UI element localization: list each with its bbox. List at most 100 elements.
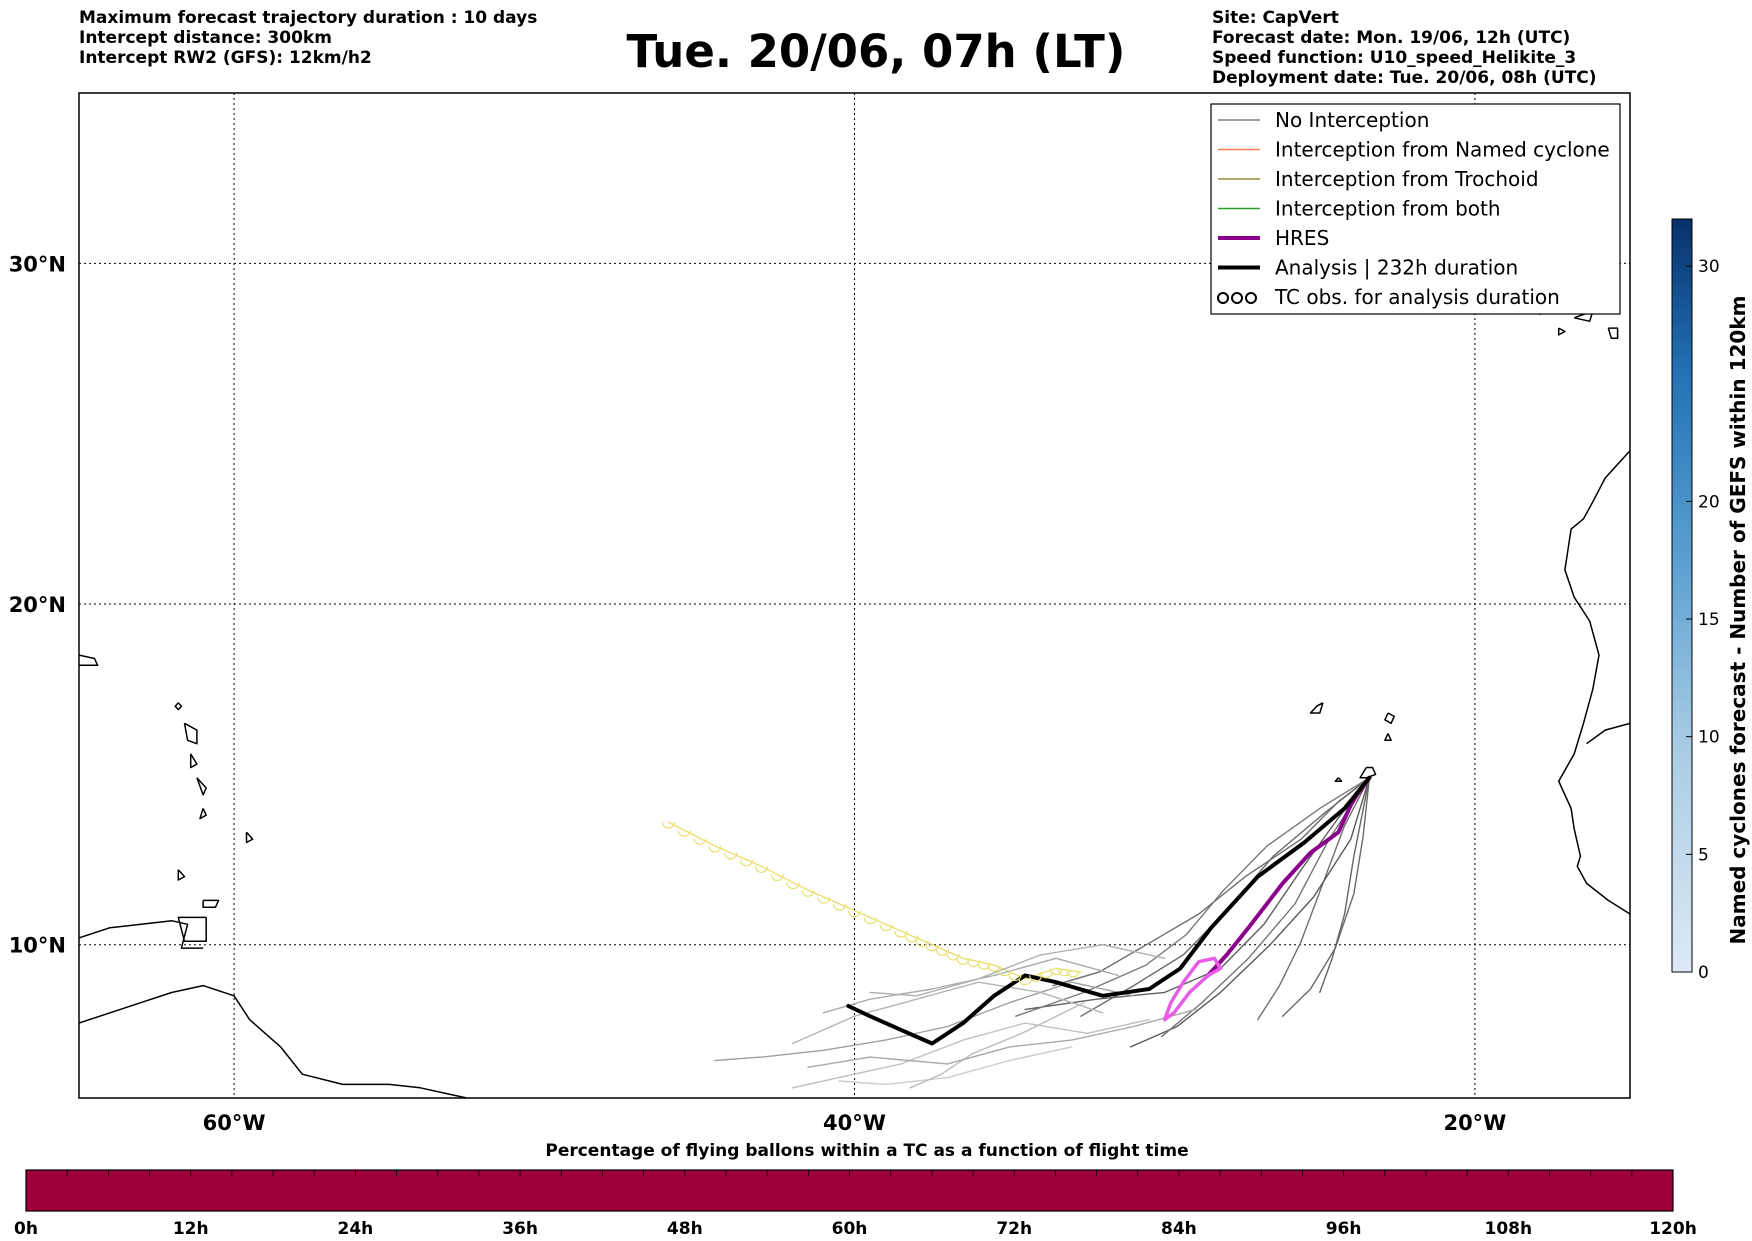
header-left-line: Intercept RW2 (GFS): 12km/h2 (79, 48, 372, 68)
lat-tick-label: 20°N (9, 593, 66, 617)
coastline (79, 920, 204, 949)
trochoid-loop (847, 910, 862, 918)
ensemble-trajectory (1319, 777, 1371, 994)
cyclone-colorbar-tick-label: 15 (1698, 610, 1720, 630)
cyclone-colorbar-label: Named cyclones forecast - Number of GEFS… (1726, 296, 1750, 945)
header-right-line: Site: CapVert (1212, 8, 1339, 28)
trochoid-loop (754, 866, 769, 873)
trochoid-loop (770, 874, 784, 882)
ensemble-trajectory (807, 1008, 1197, 1068)
trochoid-loop (786, 882, 800, 890)
map-title: Tue. 20/06, 07h (LT) (626, 25, 1126, 78)
ensemble-trajectory (791, 1018, 1150, 1089)
trochoid-loop (833, 904, 847, 911)
flight-time-tick-label: 72h (996, 1219, 1032, 1239)
trochoid-loop (956, 958, 970, 965)
trochoid-loop (693, 838, 707, 845)
trochoid-loop (977, 962, 991, 970)
header-info-left: Maximum forecast trajectory duration : 1… (79, 8, 537, 68)
flight-time-tick-label: 60h (832, 1219, 868, 1239)
legend-label: Interception from both (1275, 197, 1501, 221)
ensemble-trajectory (1257, 777, 1371, 1021)
legend-box (1210, 103, 1621, 315)
legend-label: Analysis | 232h duration (1275, 256, 1518, 280)
trochoid-loop (739, 859, 754, 867)
legend-label: No Interception (1275, 108, 1429, 132)
cyclone-colorbar: Named cyclones forecast - Number of GEFS… (1671, 218, 1750, 983)
flight-time-bar-label: Percentage of flying ballons within a TC… (545, 1141, 1188, 1161)
flight-time-tick-label: 0h (14, 1219, 38, 1239)
axis-tick-labels: 60°W 40°W 20°W 30°N 20°N 10°N (9, 252, 1507, 1135)
ensemble-trajectory (869, 944, 1166, 997)
flight-time-tick-label: 96h (1326, 1219, 1362, 1239)
trochoid-loop (801, 890, 815, 897)
header-left-line: Maximum forecast trajectory duration : 1… (79, 8, 538, 28)
flight-time-tick-label: 108h (1485, 1219, 1533, 1239)
ensemble-trajectory (791, 981, 1104, 1045)
map-legend: No Interception Interception from Named c… (1210, 103, 1621, 315)
legend-label: Interception from Trochoid (1275, 167, 1539, 191)
trochoid-loop (677, 830, 691, 837)
lon-tick-label: 60°W (203, 1111, 266, 1135)
trochoid-loop (904, 935, 919, 943)
hres-loop-trajectory (1162, 956, 1223, 1022)
trochoid-loop (817, 897, 831, 904)
lon-tick-label: 40°W (823, 1111, 886, 1135)
legend-symbol-loops (1231, 292, 1243, 304)
coastline (1557, 327, 1566, 336)
coastline (1586, 722, 1630, 745)
flight-time-tick-label: 48h (667, 1219, 703, 1239)
coastline (196, 777, 207, 796)
coastline (1309, 702, 1324, 714)
legend-symbol-loops (1217, 292, 1229, 304)
header-left-line: Intercept distance: 300km (79, 28, 332, 48)
header-right-line: Forecast date: Mon. 19/06, 12h (UTC) (1212, 28, 1571, 48)
trochoid-loop (863, 917, 877, 925)
coastline (245, 831, 254, 844)
header-info-right: Site: CapVert Forecast date: Mon. 19/06,… (1212, 8, 1597, 88)
ensemble-trajectory (822, 957, 1119, 1014)
trochoid-loop (967, 960, 981, 968)
analysis-trajectory (846, 775, 1372, 1046)
legend-symbol-loops (1245, 292, 1257, 304)
cyclone-colorbar-tick-label: 20 (1698, 492, 1720, 512)
cyclone-colorbar-tick-label: 30 (1698, 257, 1720, 277)
graticule (79, 93, 1630, 1098)
coastline (177, 916, 207, 943)
trochoid-loop (708, 845, 722, 853)
coastline (1359, 766, 1377, 779)
flight-time-bar: Percentage of flying ballons within a TC… (14, 1141, 1697, 1239)
coastline (79, 984, 467, 1098)
trajectories (661, 775, 1372, 1089)
flight-time-tick-label: 12h (173, 1219, 209, 1239)
coastline (174, 702, 183, 711)
coastline (177, 869, 186, 881)
trochoid-loop (894, 930, 908, 938)
coastline (183, 722, 198, 745)
cyclone-colorbar-tick-label: 0 (1698, 963, 1709, 983)
ensemble-trajectory (1160, 777, 1371, 1038)
trochoid-loop (915, 940, 929, 947)
lon-tick-label: 20°W (1443, 1111, 1506, 1135)
legend-label: TC obs. for analysis duration (1274, 285, 1560, 309)
cyclone-colorbar-tick-label: 5 (1698, 845, 1709, 865)
trochoid-loop (1039, 971, 1053, 979)
lat-tick-label: 10°N (9, 934, 66, 958)
legend-label: Interception from Named cyclone (1275, 138, 1610, 162)
trochoid-loop (935, 949, 950, 956)
ensemble-trajectory (1281, 777, 1371, 1017)
coastline (1384, 712, 1395, 725)
coastline (1607, 327, 1619, 340)
trochoid-loop (925, 944, 939, 952)
ensemble-trajectory (1052, 777, 1371, 987)
trochoid-loop (1066, 970, 1080, 978)
header-right-line: Speed function: U10_speed_Helikite_3 (1212, 48, 1577, 68)
trochoid-loop (661, 821, 675, 829)
map-frame (78, 92, 1631, 1099)
flight-time-tick-label: 36h (502, 1219, 538, 1239)
cyclone-colorbar-tick-label: 10 (1698, 728, 1720, 748)
trochoid-loop (946, 953, 960, 961)
lat-tick-label: 30°N (9, 252, 66, 276)
trochoid-loop (998, 969, 1012, 977)
